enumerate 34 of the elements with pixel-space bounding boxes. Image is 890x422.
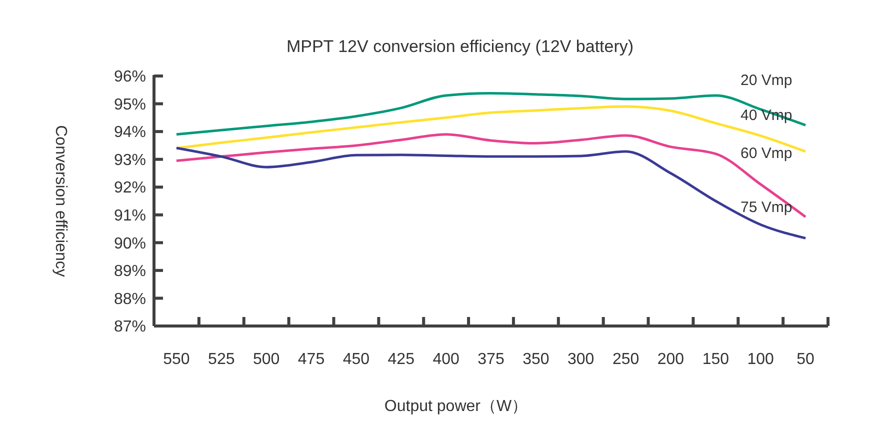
y-tick-label: 94%	[114, 124, 146, 142]
series-label: 20 Vmp	[740, 72, 792, 89]
x-tick-label: 475	[298, 351, 325, 368]
y-tick-label: 88%	[114, 290, 146, 308]
x-tick-label: 100	[747, 351, 774, 368]
x-tick-label: 350	[522, 351, 550, 368]
x-axis-title: Output power（W）	[384, 398, 528, 415]
series-label: 75 Vmp	[740, 199, 792, 216]
y-tick-label: 90%	[114, 235, 146, 252]
y-tick-label: 87%	[114, 318, 146, 336]
y-tick-label: 96%	[114, 68, 146, 86]
x-tick-label: 200	[657, 351, 684, 368]
x-tick-label: 50	[796, 351, 815, 368]
x-tick-label: 300	[568, 351, 594, 368]
y-tick-label: 91%	[114, 207, 146, 224]
x-tick-label: 375	[478, 351, 504, 368]
x-tick-label: 400	[432, 351, 460, 368]
line-series	[175, 92, 807, 136]
x-tick-label: 150	[702, 351, 730, 368]
line-series	[175, 146, 807, 240]
x-tick-label: 500	[252, 351, 280, 368]
x-tick-label: 525	[208, 351, 235, 368]
x-tick-label: 250	[612, 351, 640, 368]
x-tick-label: 450	[342, 351, 370, 368]
chart-title: MPPT 12V conversion efficiency (12V battery)	[286, 37, 634, 56]
y-tick-label: 93%	[114, 152, 146, 169]
line-series	[175, 133, 807, 218]
x-tick-label: 550	[163, 351, 190, 368]
series-label: 60 Vmp	[740, 145, 792, 162]
y-tick-label: 89%	[114, 263, 146, 280]
y-tick-label: 95%	[114, 96, 146, 114]
y-tick-label: 92%	[114, 180, 146, 197]
y-axis-title: Conversion efficiency	[52, 125, 69, 277]
x-tick-label: 425	[388, 351, 415, 368]
